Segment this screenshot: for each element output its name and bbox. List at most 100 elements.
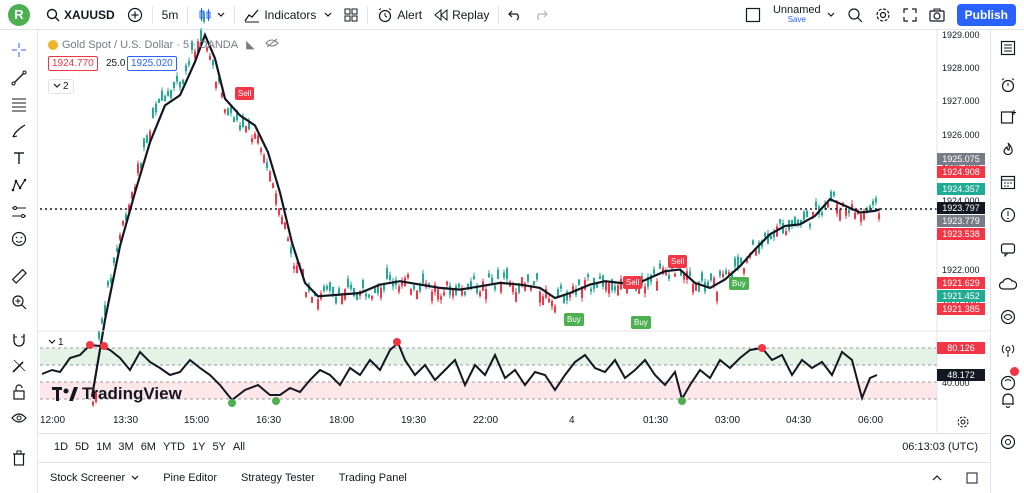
hide-icon[interactable] [264,38,279,51]
hotlist-flame-icon[interactable] [998,140,1018,160]
tab-stock-screener[interactable]: Stock Screener [38,472,151,484]
axis-settings-button[interactable] [956,415,970,432]
symbol-search-button[interactable]: XAUUSD [40,0,121,30]
candle-body [503,272,505,278]
symbol-title[interactable]: Gold Spot / U.S. Dollar · 5 · OANDA [62,38,239,51]
candle-body [332,286,334,296]
candle-body [215,81,217,88]
data-window-icon[interactable] [998,107,1018,127]
candle-body [245,126,247,133]
buy-price-button[interactable]: 1925.020 [127,56,177,71]
candle-body [674,273,676,277]
candle-body [479,291,481,297]
candle-body [416,290,418,300]
crosshair-icon[interactable] [9,40,29,60]
right-sidebar [990,30,1024,493]
maximize-panel-button[interactable] [954,472,990,484]
candle-body [368,294,370,298]
time-tick-label: 15:00 [184,415,210,426]
fullscreen-button[interactable] [897,0,923,30]
candle-body [455,285,457,296]
chat-icon[interactable] [998,240,1018,260]
range-button-1m[interactable]: 1M [96,440,112,453]
range-button-1y[interactable]: 1Y [191,440,206,453]
alarm-clock-icon[interactable] [998,75,1018,95]
candle-body [683,272,685,280]
range-button-3m[interactable]: 3M [118,440,134,453]
templates-button[interactable] [338,0,364,30]
range-button-6m[interactable]: 6M [140,440,156,453]
user-avatar[interactable]: R [8,3,30,26]
indicators-collapse-button[interactable]: 2 [48,79,74,94]
cloud-icon[interactable] [998,274,1018,294]
oscillator-bands [40,347,937,400]
notifications-icon[interactable] [998,367,1019,393]
community-icon[interactable] [998,307,1018,327]
time-tick-label: 4 [569,415,575,426]
collapse-panel-button[interactable] [920,475,954,481]
candle-body [689,271,691,276]
alert-button[interactable]: Alert [371,0,428,30]
candle-body [206,47,208,51]
tradingview-logo[interactable]: TradingView [52,384,182,404]
zoom-in-icon[interactable] [9,292,29,312]
candle-body [830,191,832,200]
flag-icon[interactable]: ◣ [246,39,255,51]
clock-display[interactable]: 06:13:03 (UTC) [902,440,978,453]
range-button-all[interactable]: All [232,440,246,453]
bell-icon[interactable] [998,390,1018,410]
replay-button[interactable]: Replay [428,0,495,30]
layout-button[interactable] [739,0,767,30]
ideas-icon[interactable] [998,205,1018,225]
prediction-tool-icon[interactable] [9,202,29,222]
watchlist-icon[interactable] [998,38,1018,58]
tab-trading-panel[interactable]: Trading Panel [327,472,419,484]
fib-lines-icon[interactable] [9,94,29,114]
candle-body [440,296,442,300]
candle-body [311,296,313,303]
tab-pine-editor[interactable]: Pine Editor [151,472,229,484]
help-icon[interactable] [998,432,1018,452]
trash-icon[interactable] [9,448,29,468]
text-tool-icon[interactable] [9,148,29,168]
candle-body [812,211,814,216]
range-button-5y[interactable]: 5Y [212,440,226,453]
publish-button[interactable]: Publish [956,3,1016,26]
quick-search-button[interactable] [841,0,869,30]
snapshot-button[interactable] [923,0,951,30]
ruler-icon[interactable] [9,266,29,286]
pencil-lock-icon[interactable] [9,356,29,376]
sell-price-button[interactable]: 1924.770 [48,56,98,71]
compare-symbol-button[interactable] [121,0,149,30]
brush-icon[interactable] [9,121,29,141]
calendar-icon[interactable] [998,172,1018,192]
settings-button[interactable] [869,0,897,30]
candle-body [209,55,211,60]
magnet-icon[interactable] [9,330,29,350]
undo-button[interactable] [502,0,528,30]
candle-body [665,271,667,275]
range-button-ytd[interactable]: YTD [162,440,185,453]
candle-body [362,279,364,288]
redo-button[interactable] [528,0,554,30]
trend-line-icon[interactable] [9,68,29,88]
candle-body [323,286,325,292]
save-layout-button[interactable]: Unnamed Save [767,0,841,30]
sub-indicator-collapse-button[interactable]: 1 [48,337,64,348]
candle-body [599,276,601,280]
lock-icon[interactable] [9,382,29,402]
interval-button[interactable]: 5m [161,7,179,22]
range-button-1d[interactable]: 1D [54,440,69,453]
signal-broadcast-icon[interactable] [998,340,1018,360]
indicators-button[interactable]: Indicators [238,0,338,30]
emoji-icon[interactable] [9,229,29,249]
pattern-icon[interactable] [9,175,29,195]
candle-body [260,148,262,153]
tab-strategy-tester[interactable]: Strategy Tester [229,472,327,484]
layout-square-icon [745,7,761,23]
range-button-5d[interactable]: 5D [75,440,90,453]
eye-icon[interactable] [9,408,29,428]
candle-body [521,277,523,287]
candle-body [167,90,169,97]
